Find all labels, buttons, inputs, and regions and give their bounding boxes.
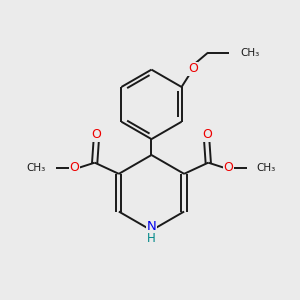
Text: CH₃: CH₃ — [27, 163, 46, 173]
Text: O: O — [188, 62, 198, 75]
Text: O: O — [91, 128, 101, 142]
Text: CH₃: CH₃ — [241, 47, 260, 58]
Text: CH₃: CH₃ — [257, 163, 276, 173]
Text: O: O — [223, 161, 233, 175]
Text: O: O — [202, 128, 212, 142]
Text: O: O — [70, 161, 80, 175]
Text: H: H — [147, 232, 156, 245]
Text: N: N — [147, 220, 156, 233]
